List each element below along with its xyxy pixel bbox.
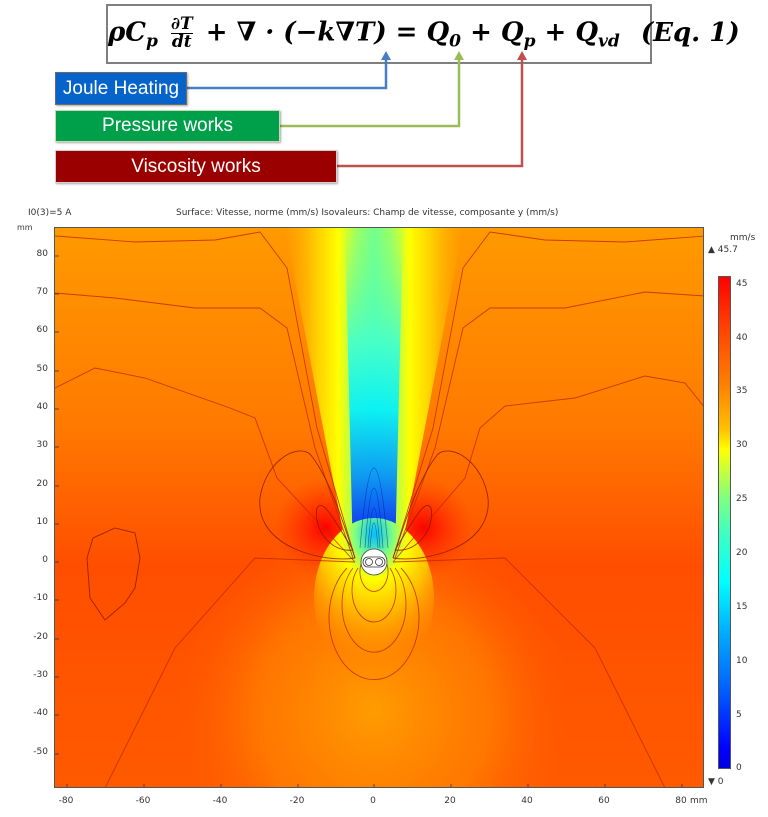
y-tick: -50: [33, 747, 48, 757]
x-tick: 40: [521, 796, 533, 806]
joule-connector: [187, 56, 388, 90]
x-tick: 20: [444, 796, 456, 806]
eq-middle: + ∇ · (−k∇T) = Q: [205, 17, 450, 48]
y-tick: -20: [33, 632, 48, 642]
plot-parameter: I0(3)=5 A: [28, 208, 72, 218]
x-tick: 80: [675, 796, 687, 806]
y-tick: 80: [36, 249, 48, 259]
colorbar-tick: 5: [736, 710, 742, 720]
x-tick: 0: [370, 796, 376, 806]
x-tick: -40: [212, 796, 228, 806]
y-axis-unit: mm: [17, 223, 33, 232]
eq-denominator: dt: [171, 32, 192, 52]
y-tick: -10: [33, 593, 48, 603]
joule-heating-label: Joule Heating: [55, 72, 187, 105]
eq-plus-qp: + Q: [461, 17, 524, 48]
colorbar-tick: 20: [736, 548, 748, 558]
colorbar-tick: 30: [736, 440, 748, 450]
colorbar: [718, 276, 731, 769]
eq-numerator: ∂T: [170, 14, 193, 34]
eq-sub-p2: p: [523, 31, 536, 52]
y-tick: 70: [36, 287, 48, 297]
y-tick: 50: [36, 364, 48, 374]
colorbar-tick: 35: [736, 386, 748, 396]
y-tick: 40: [36, 402, 48, 412]
colorbar-max: ▲ 45.7: [708, 245, 738, 255]
arrow-up-icon: [381, 51, 391, 60]
eq-number: (Eq. 1): [640, 17, 740, 48]
eq-plus-qvd: + Q: [535, 17, 599, 48]
velocity-field-plot: [54, 227, 704, 788]
velocity-surface: [55, 228, 703, 787]
x-tick: -20: [289, 796, 305, 806]
plot-title: Surface: Vitesse, norme (mm/s) Isovaleur…: [176, 208, 559, 218]
heat-equation: ρCp ∂T dt + ∇ · (−k∇T) = Q0 + Qp + Qvd (…: [108, 14, 740, 52]
equation-box: ρCp ∂T dt + ∇ · (−k∇T) = Q0 + Qp + Qvd (…: [106, 4, 740, 64]
isolines: [55, 231, 703, 787]
eq-fraction: ∂T dt: [170, 14, 193, 52]
x-tick: -80: [58, 796, 74, 806]
y-tick: 0: [42, 555, 48, 565]
x-axis-unit: mm: [690, 796, 708, 806]
pressure-works-label: Pressure works: [55, 110, 280, 142]
colorbar-tick: 25: [736, 494, 748, 504]
colorbar-tick: 0: [736, 763, 742, 773]
colorbar-tick: 45: [736, 279, 748, 289]
eq-sub-0: 0: [449, 31, 462, 52]
viscosity-connector: [337, 56, 524, 168]
colorbar-tick: 40: [736, 333, 748, 343]
y-tick: 30: [36, 440, 48, 450]
colorbar-unit: mm/s: [730, 233, 756, 243]
arrow-up-icon: [517, 51, 527, 60]
y-tick: 20: [36, 479, 48, 489]
y-tick: 60: [36, 325, 48, 335]
y-tick: -30: [33, 670, 48, 680]
cable-cylinder: [360, 548, 388, 576]
x-tick: -60: [135, 796, 151, 806]
colorbar-tick: 10: [736, 656, 748, 666]
y-tick: -40: [33, 708, 48, 718]
arrow-up-icon: [454, 51, 464, 60]
eq-sub-vd: vd: [598, 31, 620, 52]
pressure-connector: [280, 56, 461, 128]
viscosity-works-label: Viscosity works: [55, 150, 337, 183]
connector-arrows: [187, 51, 527, 168]
colorbar-tick: 15: [736, 602, 748, 612]
eq-sub-p: p: [145, 31, 158, 52]
y-tick: 10: [36, 517, 48, 527]
colorbar-min: ▼ 0: [708, 777, 724, 787]
x-tick: 60: [598, 796, 610, 806]
eq-rho-c: ρC: [108, 17, 146, 48]
